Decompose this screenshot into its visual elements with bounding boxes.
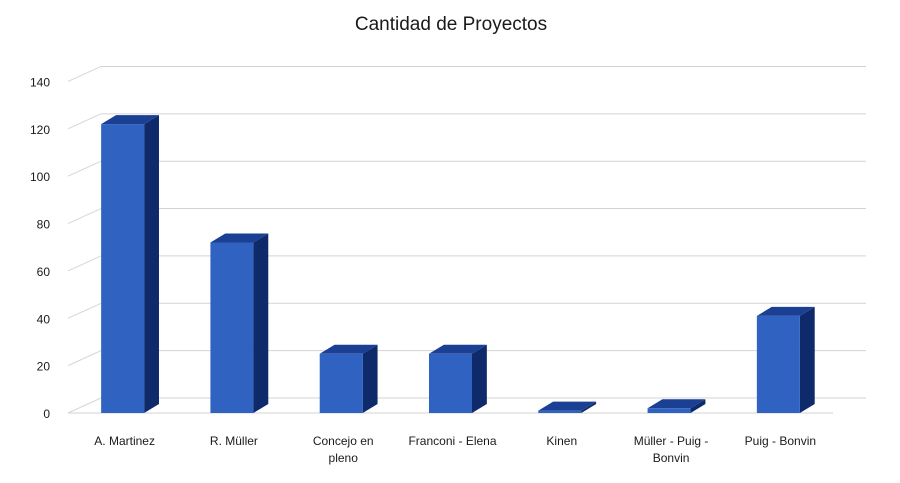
bar-top [429,344,487,354]
y-tick-label: 40 [37,312,51,326]
bar-side [581,401,597,413]
category-label: Müller - Puig -Bonvin [634,434,709,465]
bar-side [362,344,378,413]
y-tick-label: 20 [37,360,51,374]
y-tick-label: 140 [30,75,50,89]
bar-top [647,399,706,409]
side-wall-line [67,66,102,82]
bar-front [538,410,582,413]
bar-front [101,124,145,413]
bar-side [472,344,487,413]
bar [538,401,597,413]
bar-front [647,408,691,413]
category-label: Concejo en pleno [313,434,374,465]
bar [101,115,159,413]
y-tick-label: 120 [30,123,50,137]
side-wall-line [67,160,102,177]
bar-top [210,233,269,243]
category-label: Puig - Bonvin [745,434,816,448]
bar-top [101,115,159,125]
bar-top [538,401,597,411]
bar [647,399,706,413]
side-wall-line [67,255,102,272]
bar-top [756,306,815,316]
bar-front [429,353,472,413]
bar-side [799,306,815,413]
category-label: Franconi - Elena [408,434,496,448]
bar [429,344,487,413]
bar-top [319,344,378,354]
bar [756,306,815,413]
y-tick-label: 100 [30,170,50,184]
bar-front [319,353,363,413]
y-tick-label: 80 [37,218,51,232]
side-wall-line [67,397,102,414]
side-wall-line [67,208,102,225]
y-tick-label: 60 [37,265,51,279]
bar-front [210,242,254,413]
bar [210,233,269,413]
category-label: A. Martinez [94,434,155,448]
chart-title: Cantidad de Proyectos [355,14,547,35]
side-wall-line [67,113,102,130]
bar [319,344,378,413]
bar-side [144,115,159,413]
bar-front [756,315,800,413]
bar-side [253,233,269,413]
side-wall-line [67,302,102,319]
y-tick-label: 0 [43,407,50,421]
category-label: R. Müller [210,434,258,448]
side-wall-line [67,350,102,367]
bar-side [690,399,706,413]
category-label: Kinen [546,434,577,448]
